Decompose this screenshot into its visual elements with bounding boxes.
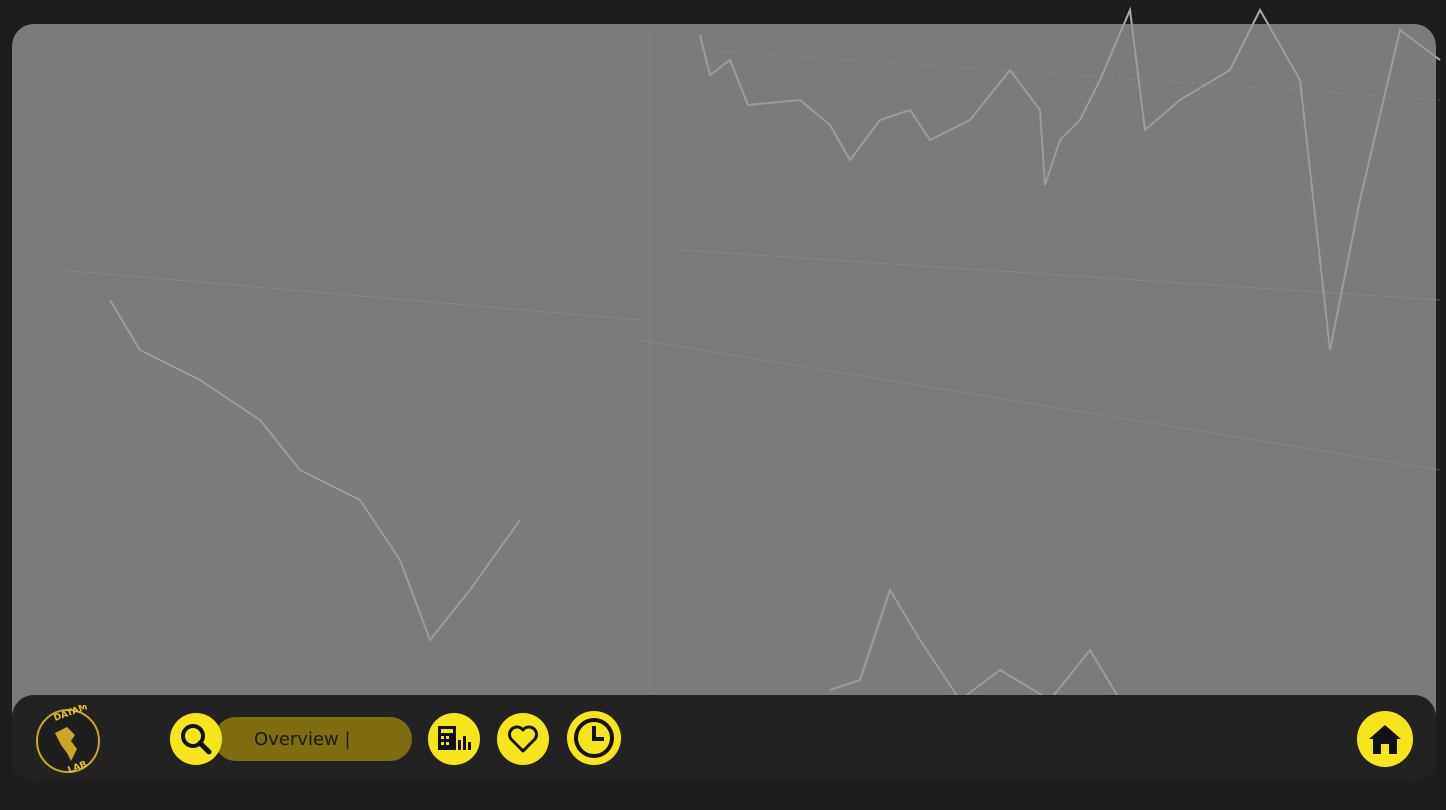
clock-icon bbox=[574, 718, 614, 758]
history-button[interactable] bbox=[567, 711, 621, 765]
overlay-panel bbox=[12, 24, 1436, 781]
search-field[interactable]: Overview | bbox=[214, 717, 412, 761]
calculator-icon bbox=[438, 726, 471, 750]
calculator-button[interactable] bbox=[428, 713, 480, 765]
search-icon bbox=[181, 724, 212, 755]
home-button[interactable] bbox=[1357, 711, 1413, 767]
heart-icon bbox=[508, 725, 538, 753]
logo[interactable]: DATAM LAB bbox=[33, 705, 103, 777]
home-icon bbox=[1369, 725, 1401, 754]
search-text: Overview | bbox=[254, 728, 351, 750]
favorites-button[interactable] bbox=[497, 713, 549, 765]
search-button[interactable] bbox=[170, 713, 222, 765]
